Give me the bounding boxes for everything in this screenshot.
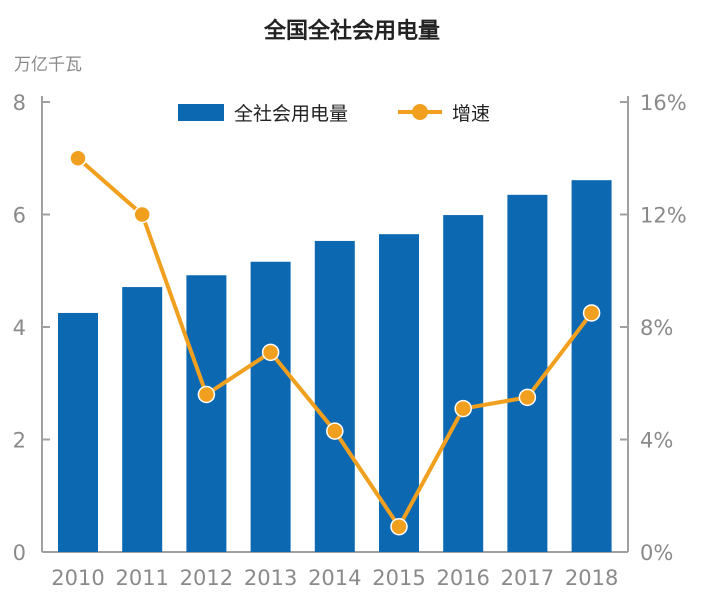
- legend-bar-label: 全社会用电量: [234, 103, 348, 125]
- y-axis-label: 万亿千瓦: [14, 55, 82, 75]
- x-tick-label: 2017: [501, 566, 554, 590]
- bar-2018: [571, 180, 612, 552]
- x-tick-label: 2016: [436, 566, 489, 590]
- right-tick-label: 8%: [640, 316, 673, 340]
- legend-line-label: 增速: [452, 103, 490, 125]
- left-tick-label: 0: [13, 541, 26, 565]
- right-tick-label: 4%: [640, 429, 673, 453]
- growth-point-2018: [582, 304, 601, 322]
- bar-2010: [58, 312, 98, 552]
- growth-point-2013: [261, 343, 280, 362]
- left-tick-label: 2: [13, 429, 26, 453]
- left-tick-label: 4: [13, 316, 26, 340]
- legend-bar-swatch: [178, 104, 224, 121]
- bar-2016: [443, 215, 484, 552]
- x-tick-label: 2015: [372, 566, 425, 590]
- chart-title: 全国全社会用电量: [263, 18, 440, 44]
- legend-line-marker: [412, 104, 428, 120]
- growth-point-2014: [326, 422, 344, 440]
- growth-point-2012: [197, 385, 216, 404]
- x-tick-label: 2010: [51, 566, 104, 590]
- right-tick-label: 12%: [640, 204, 687, 228]
- bar-2014: [314, 240, 355, 552]
- growth-point-2011: [133, 205, 151, 224]
- bar-2011: [122, 287, 163, 552]
- left-tick-label: 8: [13, 91, 26, 115]
- bar-2017: [507, 194, 548, 552]
- x-tick-label: 2018: [565, 566, 618, 590]
- growth-point-2016: [454, 399, 472, 418]
- bar-2012: [186, 275, 227, 552]
- growth-point-2010: [69, 149, 87, 167]
- x-tick-label: 2012: [180, 566, 233, 590]
- right-tick-label: 16%: [640, 91, 687, 115]
- bar-2013: [250, 261, 291, 552]
- x-tick-label: 2011: [115, 566, 168, 590]
- left-tick-label: 6: [13, 204, 26, 228]
- x-tick-label: 2014: [308, 566, 361, 590]
- growth-point-2017: [518, 388, 537, 407]
- x-tick-label: 2013: [244, 566, 297, 590]
- growth-point-2015: [390, 517, 408, 536]
- right-tick-label: 0%: [640, 541, 673, 565]
